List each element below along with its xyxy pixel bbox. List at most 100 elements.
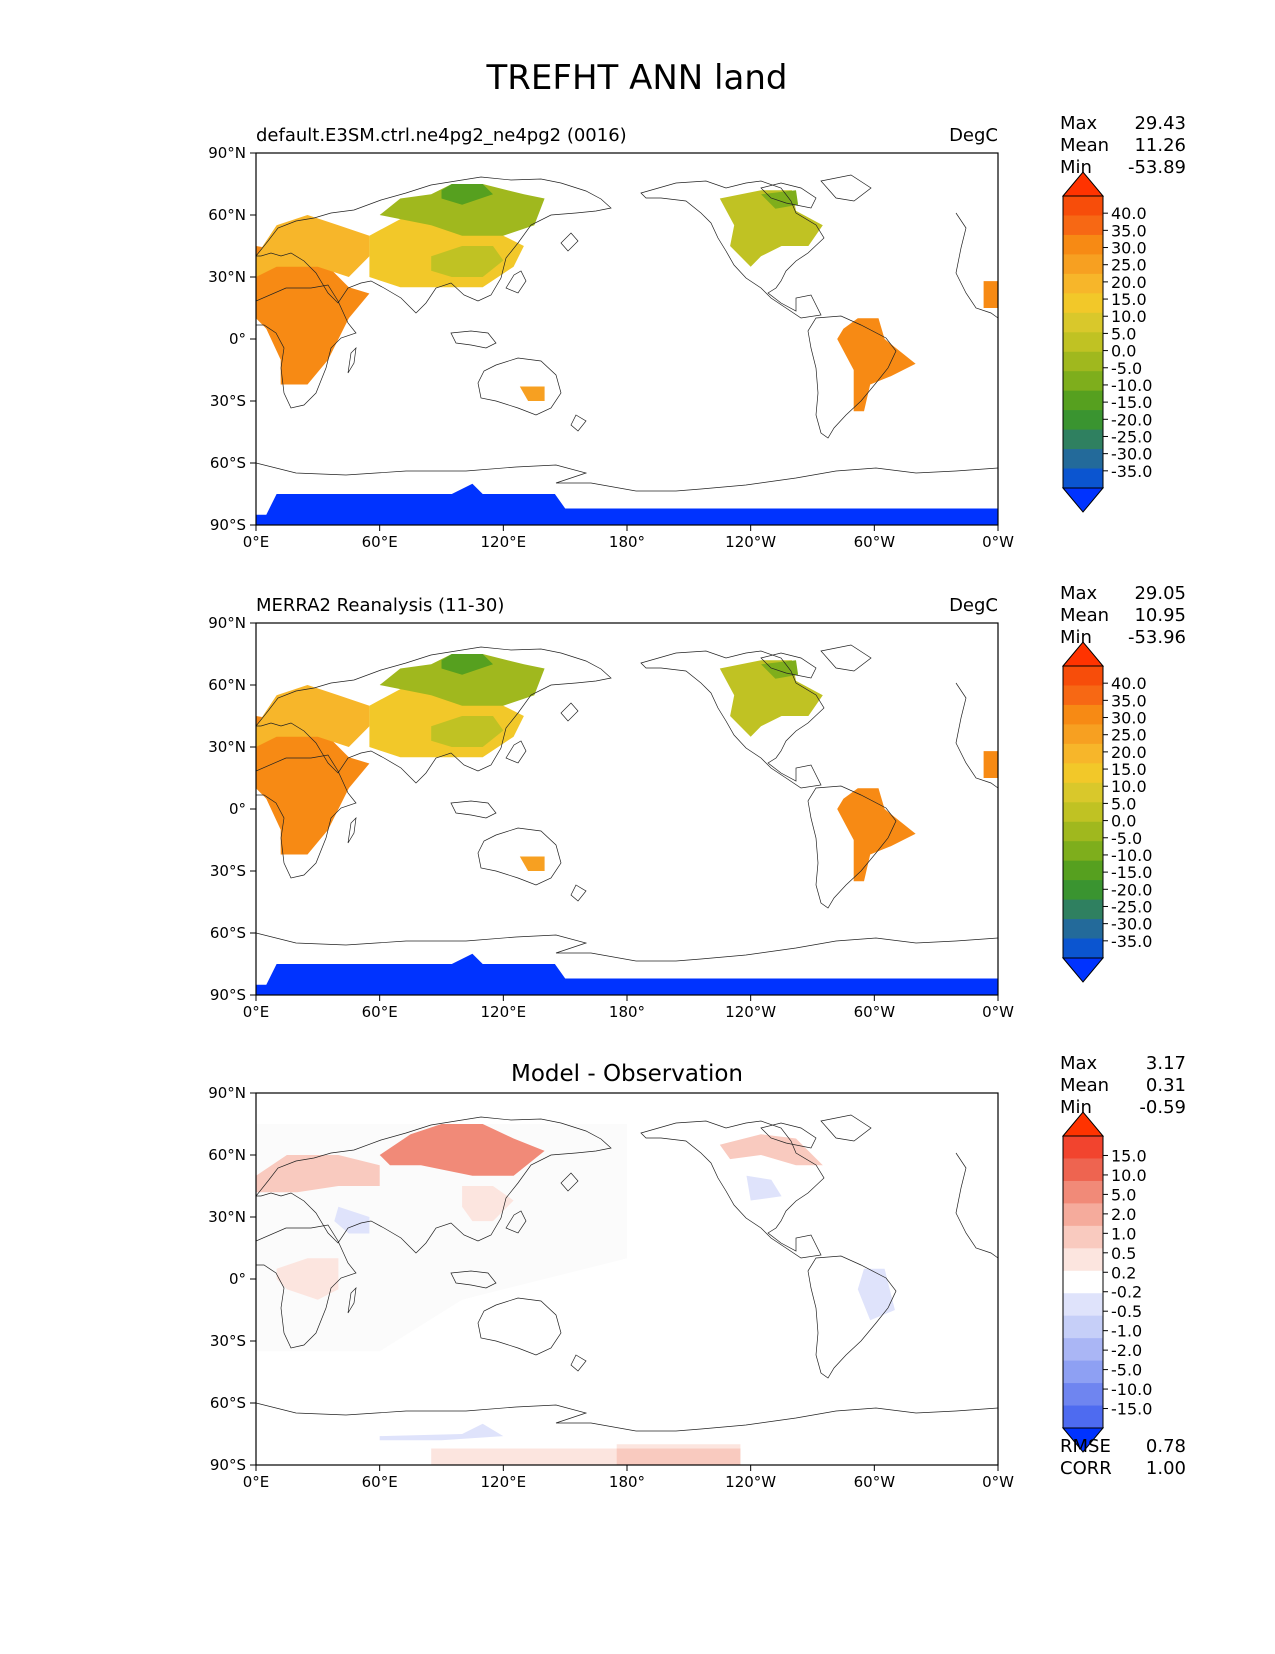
field-eastlon-strip	[983, 751, 998, 778]
colorbar-label: 25.0	[1111, 726, 1147, 745]
colorbar-label: -15.0	[1111, 863, 1152, 882]
stat-label: Mean	[1060, 605, 1109, 626]
map-area	[256, 153, 998, 525]
panel-units: DegC	[949, 595, 998, 616]
colorbar-label: 35.0	[1111, 691, 1147, 710]
colorbar-swatch	[1063, 1270, 1103, 1294]
colorbar-label: 0.0	[1111, 812, 1136, 831]
lon-label: 60°W	[854, 1473, 896, 1491]
lat-label: 30°S	[210, 862, 246, 880]
figure-title: TREFHT ANN land	[486, 58, 788, 98]
colorbar-label: 30.0	[1111, 709, 1147, 728]
colorbar-label: -0.2	[1111, 1283, 1142, 1302]
lat-label: 30°N	[208, 1208, 246, 1226]
colorbar-swatch	[1063, 1360, 1103, 1384]
stat-value: -53.89	[1128, 157, 1186, 178]
field-australia	[519, 856, 545, 871]
colorbar-swatch	[1063, 351, 1103, 372]
colorbar-label: 0.5	[1111, 1244, 1136, 1263]
diff-namerica-cool	[746, 1175, 782, 1201]
colorbar-swatch	[1063, 1383, 1103, 1407]
colorbar-label: 1.0	[1111, 1224, 1136, 1243]
colorbar-label: 5.0	[1111, 324, 1136, 343]
colorbar-swatch	[1063, 332, 1103, 353]
extra-stat-value: 0.78	[1146, 1436, 1186, 1457]
lon-label: 120°E	[481, 1003, 527, 1021]
colorbar-label: -30.0	[1111, 915, 1152, 934]
colorbar-swatch	[1063, 410, 1103, 431]
colorbar-swatch	[1063, 1248, 1103, 1272]
colorbar-swatch	[1063, 1225, 1103, 1249]
colorbar-label: 20.0	[1111, 743, 1147, 762]
field-siberia	[379, 184, 545, 236]
colorbar-frame	[1062, 665, 1104, 959]
diff-africa-warm	[276, 1258, 339, 1300]
lat-label: 60°N	[208, 206, 246, 224]
colorbar-swatch	[1063, 724, 1103, 745]
colorbar-extend-min	[1061, 957, 1105, 983]
field-antarctica	[256, 953, 998, 995]
colorbar-label: 30.0	[1111, 239, 1147, 258]
lon-label: 60°W	[854, 533, 896, 551]
colorbar-swatch	[1063, 802, 1103, 823]
colorbar-label: 15.0	[1111, 1146, 1147, 1165]
stat-value: -53.96	[1128, 627, 1186, 648]
lon-label: 180°	[609, 1473, 645, 1491]
stat-value: 29.05	[1134, 583, 1186, 604]
colorbar-label: 40.0	[1111, 674, 1147, 693]
lat-label: 30°N	[208, 268, 246, 286]
diff-antarctica-cool	[379, 1423, 504, 1441]
colorbar-swatch	[1063, 1405, 1103, 1429]
field-namerica	[719, 660, 823, 737]
panel-ref: MERRA2 Reanalysis (11-30) DegC 90°N 60°N 30°…	[208, 583, 1186, 1021]
colorbar-label: 10.0	[1111, 1166, 1147, 1185]
stat-label: Min	[1060, 1097, 1092, 1118]
colorbar-swatch	[1063, 841, 1103, 862]
colorbar-swatch	[1063, 899, 1103, 920]
extra-stat-label: RMSE	[1060, 1436, 1111, 1457]
field-siberia	[379, 654, 545, 706]
lat-label: 60°N	[208, 1146, 246, 1164]
diff-antarctica-warm2	[616, 1448, 741, 1465]
field-eastlon-strip	[983, 281, 998, 308]
colorbar-label: -1.0	[1111, 1322, 1142, 1341]
colorbar-swatch	[1063, 390, 1103, 411]
field-samerica	[837, 788, 916, 882]
colorbar-swatch	[1063, 234, 1103, 255]
colorbar-swatch	[1063, 666, 1103, 686]
stat-value: 11.26	[1134, 135, 1186, 156]
colorbar-extend-min	[1061, 487, 1105, 513]
stat-label: Min	[1060, 627, 1092, 648]
extra-stat-label: CORR	[1060, 1458, 1112, 1479]
colorbar-label: 15.0	[1111, 290, 1147, 309]
colorbar-swatch	[1063, 880, 1103, 901]
field-antarctica	[256, 483, 998, 525]
lat-label: 0°	[229, 330, 246, 348]
colorbar-swatch	[1063, 293, 1103, 314]
panel-test: default.E3SM.ctrl.ne4pg2_ne4pg2 (0016) De…	[208, 113, 1186, 551]
colorbar-swatch	[1063, 1158, 1103, 1182]
lat-label: 30°S	[210, 1332, 246, 1350]
colorbar-swatch	[1063, 704, 1103, 725]
colorbar-label: 10.0	[1111, 777, 1147, 796]
diff-siberia-warm	[379, 1124, 545, 1176]
diff-samerica-cool	[857, 1268, 895, 1321]
colorbar-swatch	[1063, 743, 1103, 764]
stat-label: Max	[1060, 583, 1098, 604]
colorbar-swatch	[1063, 449, 1103, 470]
colorbar-swatch	[1063, 860, 1103, 881]
stat-label: Max	[1060, 1053, 1098, 1074]
stat-label: Max	[1060, 113, 1098, 134]
colorbar-swatch	[1063, 1315, 1103, 1339]
field-namerica	[719, 190, 823, 267]
colorbar-swatch	[1063, 1338, 1103, 1362]
colorbar-label: -25.0	[1111, 897, 1152, 916]
colorbar-label: -20.0	[1111, 880, 1152, 899]
field-siberia-cold	[441, 654, 493, 675]
field-layer	[256, 654, 998, 995]
colorbar: 15.010.05.02.01.00.50.2-0.2-0.5-1.0-2.0-…	[1061, 1111, 1152, 1453]
colorbar-swatch	[1063, 371, 1103, 392]
colorbar-label: 40.0	[1111, 204, 1147, 223]
lon-label: 0°E	[243, 1003, 270, 1021]
colorbar-swatch	[1063, 254, 1103, 275]
